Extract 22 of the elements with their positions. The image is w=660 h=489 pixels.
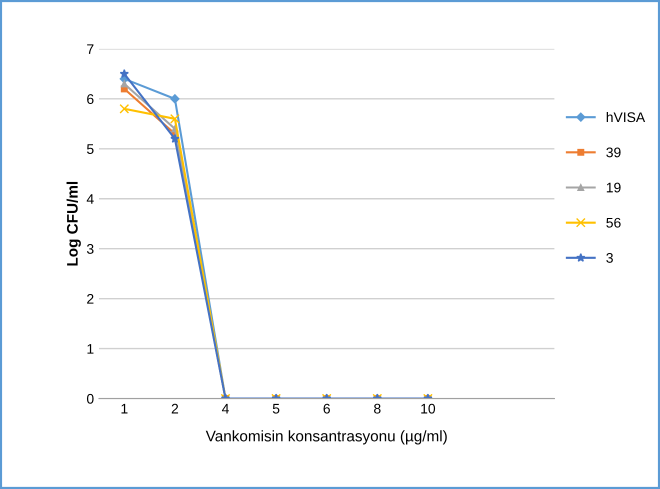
x-tick-label: 5 (272, 404, 280, 414)
x-tick-label: 10 (421, 404, 436, 414)
legend-label: hVISA (606, 112, 646, 122)
y-axis-title: Log CFU/ml (66, 182, 81, 266)
x-tick-label: 6 (324, 404, 330, 414)
legend-label: 3 (606, 252, 613, 263)
y-tick-label: 3 (86, 244, 94, 254)
legend-label: 56 (606, 218, 621, 228)
x-tick-label: 8 (374, 404, 381, 414)
x-tick-label: 4 (222, 404, 229, 414)
x-tick-label: 1 (121, 404, 128, 414)
y-tick-label: 0 (86, 394, 94, 404)
y-tick-label: 1 (87, 344, 94, 354)
x-tick-label: 2 (172, 404, 178, 414)
y-tick-label: 6 (87, 94, 94, 104)
legend-label: 19 (606, 182, 621, 192)
legend-label: 39 (606, 147, 621, 158)
y-tick-label: 7 (87, 44, 94, 54)
x-axis-title: Vankomisin konsantrasyonu (µg/ml) (206, 430, 447, 444)
y-tick-label: 5 (86, 144, 94, 154)
y-tick-label: 2 (87, 294, 94, 304)
y-tick-label: 4 (86, 194, 94, 204)
